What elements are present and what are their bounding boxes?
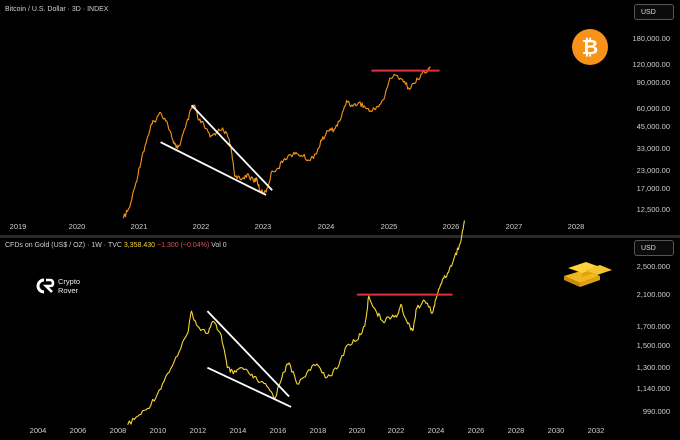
x-tick-label: 2012 <box>189 426 207 435</box>
x-tick-label: 2008 <box>109 426 127 435</box>
price-series-line <box>127 220 466 426</box>
x-tick-label: 2027 <box>505 222 523 231</box>
x-tick-label: 2006 <box>69 426 87 435</box>
crypto-rover-logo: Crypto Rover <box>36 277 80 295</box>
y-tick-label: 120,000.00 <box>632 60 670 69</box>
gold-chart-title: CFDs on Gold (US$ / OZ) · 1W · TVC 3,358… <box>5 242 227 249</box>
x-tick-label: 2010 <box>149 426 167 435</box>
y-tick-label: 2,100.000 <box>636 290 670 299</box>
y-tick-label: 60,000.00 <box>636 104 670 113</box>
y-tick-label: 180,000.00 <box>632 34 670 43</box>
wedge-lower-line <box>160 141 267 196</box>
y-tick-label: 33,000.00 <box>636 144 670 153</box>
wedge-upper-line <box>206 310 290 398</box>
currency-selector-bottom[interactable]: USD <box>634 240 674 256</box>
bitcoin-logo-icon: ₿ <box>572 29 608 65</box>
currency-selector-top[interactable]: USD <box>634 4 674 20</box>
wedge-upper-line <box>190 104 273 191</box>
x-tick-label: 2023 <box>254 222 272 231</box>
bitcoin-chart-title: Bitcoin / U.S. Dollar · 3D · INDEX <box>5 6 109 13</box>
panel-divider <box>0 235 680 238</box>
wedge-lower-line <box>207 366 292 408</box>
y-tick-label: 45,000.00 <box>636 122 670 131</box>
y-tick-label: 17,000.00 <box>636 184 670 193</box>
x-tick-label: 2022 <box>192 222 210 231</box>
x-tick-label: 2020 <box>348 426 366 435</box>
x-tick-label: 2030 <box>547 426 565 435</box>
x-tick-label: 2019 <box>9 222 27 231</box>
y-tick-label: 23,000.00 <box>636 166 670 175</box>
x-tick-label: 2014 <box>229 426 247 435</box>
x-tick-label: 2021 <box>130 222 148 231</box>
x-tick-label: 2026 <box>442 222 460 231</box>
gold-change: −1.300 (−0.04%) <box>157 242 210 249</box>
y-tick-label: 2,500.000 <box>636 262 670 271</box>
y-tick-label: 1,500.000 <box>636 341 670 350</box>
gold-bars-icon <box>564 262 612 287</box>
gold-volume: Vol 0 <box>211 242 227 249</box>
crypto-rover-name: Crypto Rover <box>58 277 80 295</box>
y-tick-label: 90,000.00 <box>636 78 670 87</box>
y-tick-label: 1,300.000 <box>636 363 670 372</box>
brand-line-2: Rover <box>58 286 79 295</box>
x-tick-label: 2022 <box>387 426 405 435</box>
x-tick-label: 2018 <box>309 426 327 435</box>
x-tick-label: 2024 <box>427 426 445 435</box>
x-tick-label: 2032 <box>587 426 605 435</box>
gold-chart-panel: CFDs on Gold (US$ / OZ) · 1W · TVC 3,358… <box>0 238 680 440</box>
x-tick-label: 2026 <box>467 426 485 435</box>
x-tick-label: 2024 <box>317 222 335 231</box>
x-tick-label: 2004 <box>29 426 47 435</box>
x-tick-label: 2025 <box>380 222 398 231</box>
x-tick-label: 2028 <box>507 426 525 435</box>
y-tick-label: 1,700.000 <box>636 322 670 331</box>
brand-line-1: Crypto <box>58 277 81 286</box>
price-series-line <box>122 66 431 219</box>
y-tick-label: 1,140.000 <box>636 384 670 393</box>
y-tick-label: 12,500.00 <box>636 205 670 214</box>
x-tick-label: 2016 <box>269 426 287 435</box>
x-tick-label: 2028 <box>567 222 585 231</box>
x-tick-label: 2020 <box>68 222 86 231</box>
gold-price: 3,358.430 <box>123 242 156 249</box>
svg-text:₿: ₿ <box>582 37 598 59</box>
y-tick-label: 990.000 <box>642 407 670 416</box>
bitcoin-chart-panel: Bitcoin / U.S. Dollar · 3D · INDEX USD 1… <box>5 4 674 231</box>
gold-title-main: CFDs on Gold (US$ / OZ) · 1W · TVC <box>5 242 122 249</box>
crypto-rover-mark-icon <box>36 277 55 295</box>
